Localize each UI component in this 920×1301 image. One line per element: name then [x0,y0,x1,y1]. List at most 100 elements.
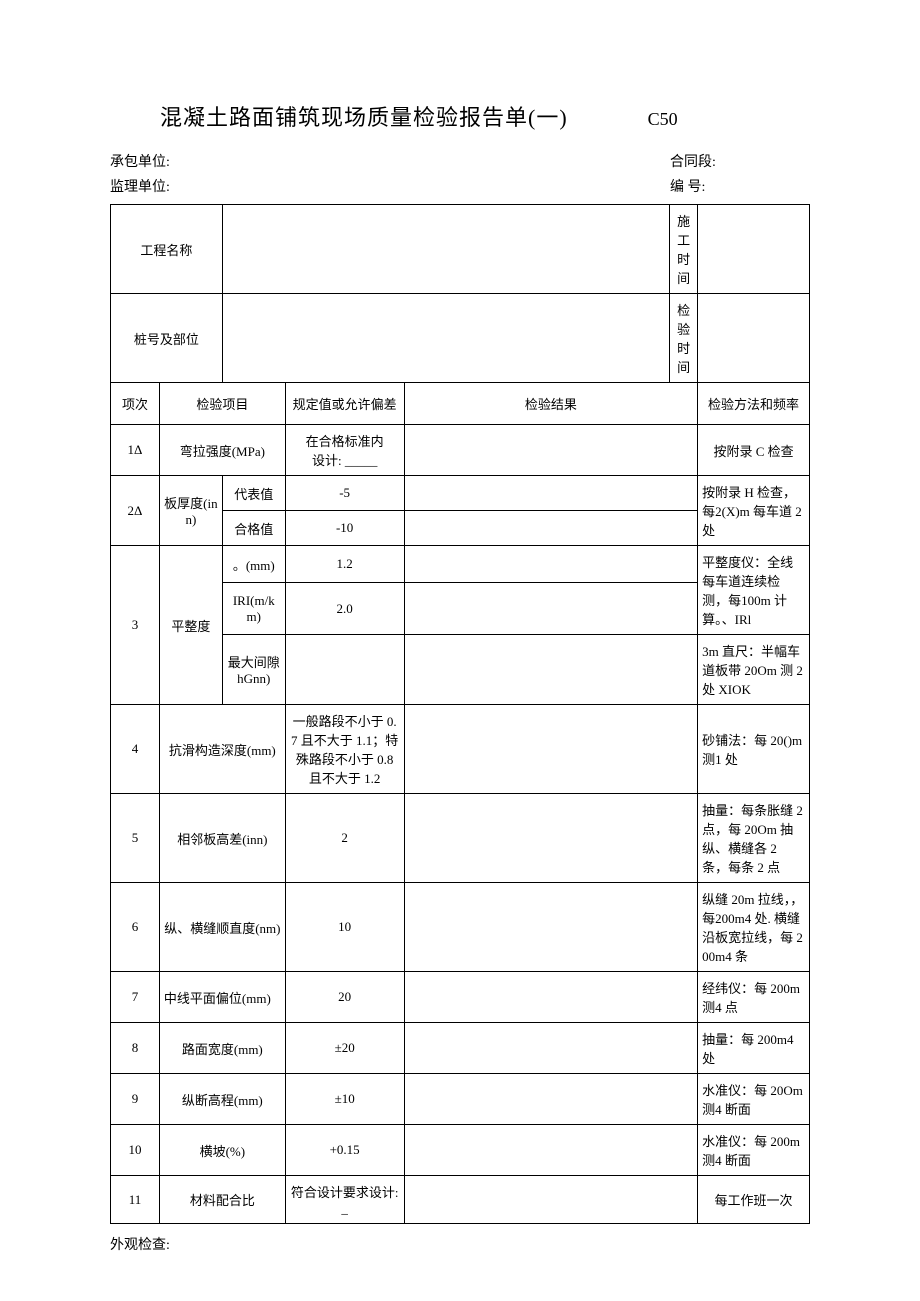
cell-no: 6 [111,883,160,972]
cell-item: 板厚度(inn) [159,476,222,546]
cell-result-a [404,583,446,635]
cell-spec: ±10 [285,1074,404,1125]
cell-no: 8 [111,1023,160,1074]
cell-no: 9 [111,1074,160,1125]
cell-item: 弯拉强度(MPa) [159,425,285,476]
serial-label: 编 号: [670,175,810,200]
table-row: 6 纵、横缝顺直度(nm) 10 纵缝 20m 拉线，，每200m4 处. 横缝… [111,883,810,972]
cell-result-b [446,1074,698,1125]
cell-result-b [446,546,698,583]
cell-result-b [446,476,698,511]
col-itemno: 项次 [111,383,160,425]
col-method: 检验方法和频率 [698,383,810,425]
project-name-value [222,205,669,294]
cell-item: 中线平面偏位(mm) [159,972,285,1023]
cell-item: 路面宽度(mm) [159,1023,285,1074]
cell-no: 3 [111,546,160,705]
cell-sub: 合格值 [222,511,285,546]
cell-result-b [446,972,698,1023]
table-row: 1Δ 弯拉强度(MPa) 在合格标准内 设计: _____ 按附录 C 检查 [111,425,810,476]
cell-result-a [404,1023,446,1074]
cell-result-b [446,883,698,972]
cell-item: 平整度 [159,546,222,705]
cell-method: 按附录 H 检查，每2(X)m 每车道 2 处 [698,476,810,546]
page-title: 混凝土路面铺筑现场质量检验报告单(一) [160,100,568,132]
col-result: 检验结果 [404,383,698,425]
contract-section-label: 合同段: [670,150,810,175]
cell-spec [285,635,404,705]
construction-time-value [698,205,810,294]
cell-method: 每工作班一次 [698,1176,810,1224]
cell-result-a [404,546,446,583]
cell-spec: -5 [285,476,404,511]
cell-sub: IRI(m/km) [222,583,285,635]
cell-spec: +0.15 [285,1125,404,1176]
cell-result-b [446,1125,698,1176]
cell-result-a [404,511,446,546]
table-row: 10 横坡(%) +0.15 水准仪：每 200m 测4 断面 [111,1125,810,1176]
station-label: 桩号及部位 [111,294,223,383]
table-row: 3 平整度 。(mm) 1.2 平整度仪：全线每车道连续检测，每100m 计算。… [111,546,810,583]
cell-spec: 1.2 [285,546,404,583]
cell-result-a [404,794,446,883]
cell-result-b [446,583,698,635]
cell-spec: 符合设计要求设计:_ [285,1176,404,1224]
table-row: 8 路面宽度(mm) ±20 抽量：每 200m4 处 [111,1023,810,1074]
cell-result-a [404,972,446,1023]
construction-time-label: 施工时间 [670,205,698,294]
cell-method: 平整度仪：全线每车道连续检测，每100m 计算。、IRl [698,546,810,635]
supervisor-label: 监理单位: [110,175,460,200]
cell-method: 砂铺法：每 20()m 测1 处 [698,705,810,794]
cell-result-b [446,705,698,794]
cell-result-b [446,794,698,883]
table-row: 2Δ 板厚度(inn) 代表值 -5 按附录 H 检查，每2(X)m 每车道 2… [111,476,810,511]
cell-result-a [404,1176,446,1224]
table-row: 5 相邻板高差(inn) 2 抽量：每条胀缝 2 点，每 20Om 抽纵、横缝各… [111,794,810,883]
table-row: 7 中线平面偏位(mm) 20 经纬仪：每 200m 测4 点 [111,972,810,1023]
cell-spec: 20 [285,972,404,1023]
cell-result-b [446,1023,698,1074]
cell-result-b [446,511,698,546]
cell-method: 按附录 C 检查 [698,425,810,476]
cell-method: 抽量：每 200m4 处 [698,1023,810,1074]
col-inspection-item: 检验项目 [159,383,285,425]
cell-result-a [404,476,446,511]
cell-result-a [404,705,446,794]
cell-no: 11 [111,1176,160,1224]
cell-result-a [404,425,446,476]
cell-sub: 。(mm) [222,546,285,583]
cell-no: 7 [111,972,160,1023]
cell-spec: 一般路段不小于 0.7 且不大于 1.1；特殊路段不小于 0.8 且不大于 1.… [285,705,404,794]
cell-result-b [446,425,698,476]
cell-method: 纵缝 20m 拉线，，每200m4 处. 横缝沿板宽拉线，每 200m4 条 [698,883,810,972]
cell-result-a [404,883,446,972]
table-row: 11 材料配合比 符合设计要求设计:_ 每工作班一次 [111,1176,810,1224]
cell-spec: 在合格标准内 设计: _____ [285,425,404,476]
cell-result-b [446,1176,698,1224]
inspection-time-value [698,294,810,383]
cell-spec: -10 [285,511,404,546]
cell-item: 相邻板高差(inn) [159,794,285,883]
cell-result-b [446,635,698,705]
col-spec: 规定值或允许偏差 [285,383,404,425]
cell-sub: 代表值 [222,476,285,511]
cell-method: 3m 直尺：半幅车道板带 20Om 测 2 处 XIOK [698,635,810,705]
inspection-table: 工程名称 施工时间 桩号及部位 检验时间 项次 检验项目 规定值或允许偏差 检验… [110,204,810,1224]
cell-no: 4 [111,705,160,794]
inspection-time-label: 检验时间 [670,294,698,383]
cell-item: 纵、横缝顺直度(nm) [159,883,285,972]
cell-no: 10 [111,1125,160,1176]
cell-spec: 2 [285,794,404,883]
cell-result-a [404,635,446,705]
project-name-label: 工程名称 [111,205,223,294]
cell-method: 水准仪：每 20Om 测4 断面 [698,1074,810,1125]
cell-method: 水准仪：每 200m 测4 断面 [698,1125,810,1176]
cell-result-a [404,1125,446,1176]
cell-spec: 2.0 [285,583,404,635]
cell-no: 1Δ [111,425,160,476]
contractor-label: 承包单位: [110,150,460,175]
cell-spec: ±20 [285,1023,404,1074]
table-row: 9 纵断高程(mm) ±10 水准仪：每 20Om 测4 断面 [111,1074,810,1125]
footer-label: 外观检查: [110,1234,810,1254]
cell-spec: 10 [285,883,404,972]
